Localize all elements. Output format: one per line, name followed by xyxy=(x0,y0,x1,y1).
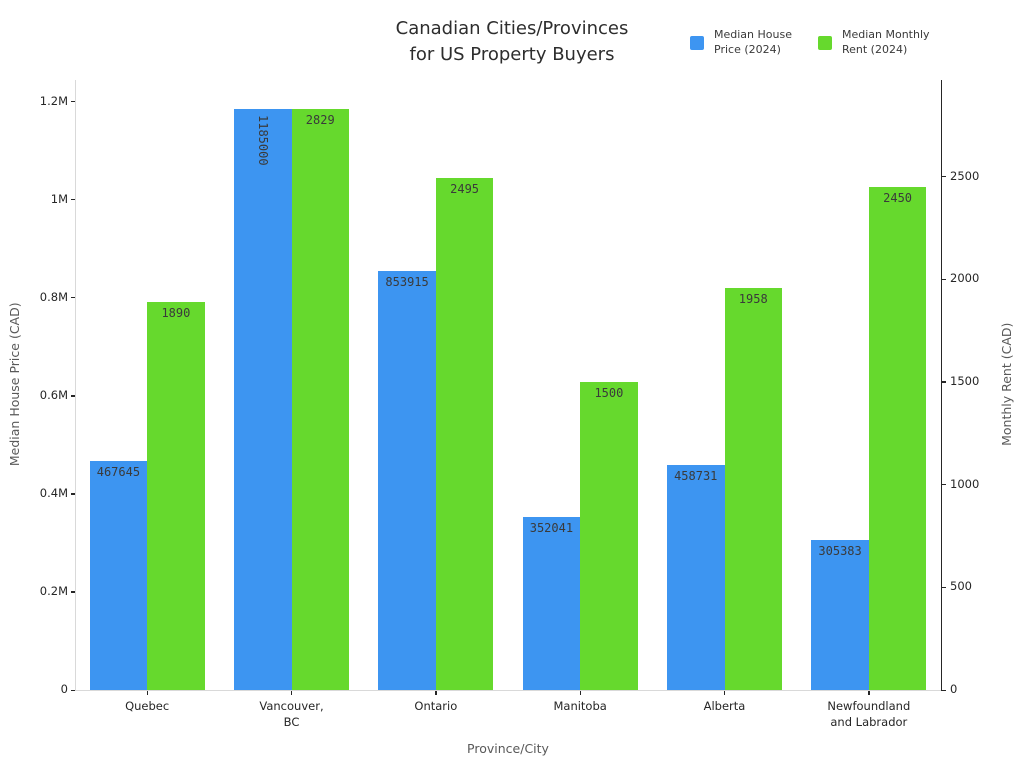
y-right-tick-label: 2500 xyxy=(950,168,980,183)
legend-swatch-icon xyxy=(690,35,704,50)
bar-rent xyxy=(868,186,927,690)
y-left-tick-label: 0.6M xyxy=(39,387,68,402)
bar-value-label: 2450 xyxy=(883,190,913,205)
y-right-tick-label: 1500 xyxy=(950,373,980,388)
x-tick xyxy=(724,691,726,695)
x-tick-label: Vancouver, BC xyxy=(259,699,324,729)
x-tick xyxy=(291,691,293,695)
bar-value-label: 467645 xyxy=(96,464,141,479)
legend-label: Median Monthly Rent (2024) xyxy=(841,28,930,56)
left-spine xyxy=(75,80,76,690)
bar-value-label: 352041 xyxy=(529,521,574,536)
x-tick-label: Manitoba xyxy=(553,699,607,713)
bar-rent xyxy=(291,108,349,690)
y-axis-label-right: Monthly Rent (CAD) xyxy=(998,322,1014,446)
y-left-tick xyxy=(71,297,75,299)
y-right-tick xyxy=(942,176,946,178)
y-left-tick xyxy=(71,199,75,201)
x-tick-label: Newfoundland and Labrador xyxy=(827,699,911,729)
y-right-tick xyxy=(942,689,946,691)
plot-area: 0 0.2M 0.4M 0.6M 0.8M 1M 1.2M 0 500 1000 1500 2000 2… xyxy=(40,80,979,729)
y-left-tick-label: 0 xyxy=(60,682,68,696)
x-tick-label: Alberta xyxy=(703,699,746,713)
bar-value-label: 1185000 xyxy=(255,115,270,166)
bar-rent xyxy=(147,301,205,690)
y-right-tick-label: 1000 xyxy=(950,476,980,491)
x-tick xyxy=(146,691,148,695)
bar-house xyxy=(89,460,148,690)
bar-house xyxy=(522,517,581,690)
y-right-tick-label: 500 xyxy=(950,579,972,594)
bar-house xyxy=(234,109,292,690)
y-right-tick xyxy=(942,484,946,486)
y-right-tick-label: 0 xyxy=(950,682,958,696)
bar-rent xyxy=(580,381,638,690)
y-axis-label-left: Median House Price (CAD) xyxy=(6,302,22,467)
bar-house xyxy=(378,271,436,690)
bar-value-label: 305383 xyxy=(818,544,862,559)
y-left-tick-label: 0.2M xyxy=(39,583,68,598)
x-tick xyxy=(579,691,581,695)
bar-value-label: 853915 xyxy=(385,275,429,290)
bar-value-label: 2495 xyxy=(450,181,480,196)
y-left-tick xyxy=(71,101,75,103)
legend: Median House Price (2024) Median Monthly … xyxy=(690,28,930,58)
bar-value-label: 2829 xyxy=(305,112,335,127)
bar-value-label: 458731 xyxy=(674,469,718,484)
y-left-tick-label: 0.4M xyxy=(39,485,68,500)
bar-rent xyxy=(724,287,782,690)
bar-house xyxy=(811,540,869,690)
chart-title: Canadian Cities/Provinces for US Propert… xyxy=(395,18,629,66)
y-left-tick xyxy=(71,591,75,593)
right-spine xyxy=(941,80,943,691)
x-tick-label: Ontario xyxy=(414,699,458,713)
bar-rent xyxy=(435,177,494,690)
bar-value-label: 1890 xyxy=(161,305,191,320)
y-left-tick-label: 1M xyxy=(50,191,68,206)
x-tick xyxy=(435,691,437,695)
y-right-tick xyxy=(942,278,946,280)
x-tick xyxy=(868,691,870,695)
y-left-tick-label: 0.8M xyxy=(39,289,68,304)
legend-entry-1: Median Monthly Rent (2024) xyxy=(817,28,930,58)
y-right-tick xyxy=(942,586,946,588)
bottom-spine xyxy=(75,690,941,691)
y-left-tick xyxy=(71,395,75,397)
bar-value-label: 1500 xyxy=(594,385,624,400)
y-left-tick xyxy=(71,689,75,691)
y-left-tick xyxy=(71,493,75,495)
legend-entry-0: Median House Price (2024) xyxy=(690,28,792,58)
legend-swatch-icon xyxy=(817,35,832,50)
legend-label: Median House Price (2024) xyxy=(714,28,792,56)
bar-house xyxy=(667,465,725,690)
bar-value-label: 1958 xyxy=(738,291,768,306)
x-axis-label: Province/City xyxy=(467,741,549,756)
x-tick-label: Quebec xyxy=(125,699,170,713)
y-left-tick-label: 1.2M xyxy=(39,93,68,108)
y-right-tick xyxy=(942,381,946,383)
y-right-tick-label: 2000 xyxy=(950,271,980,286)
